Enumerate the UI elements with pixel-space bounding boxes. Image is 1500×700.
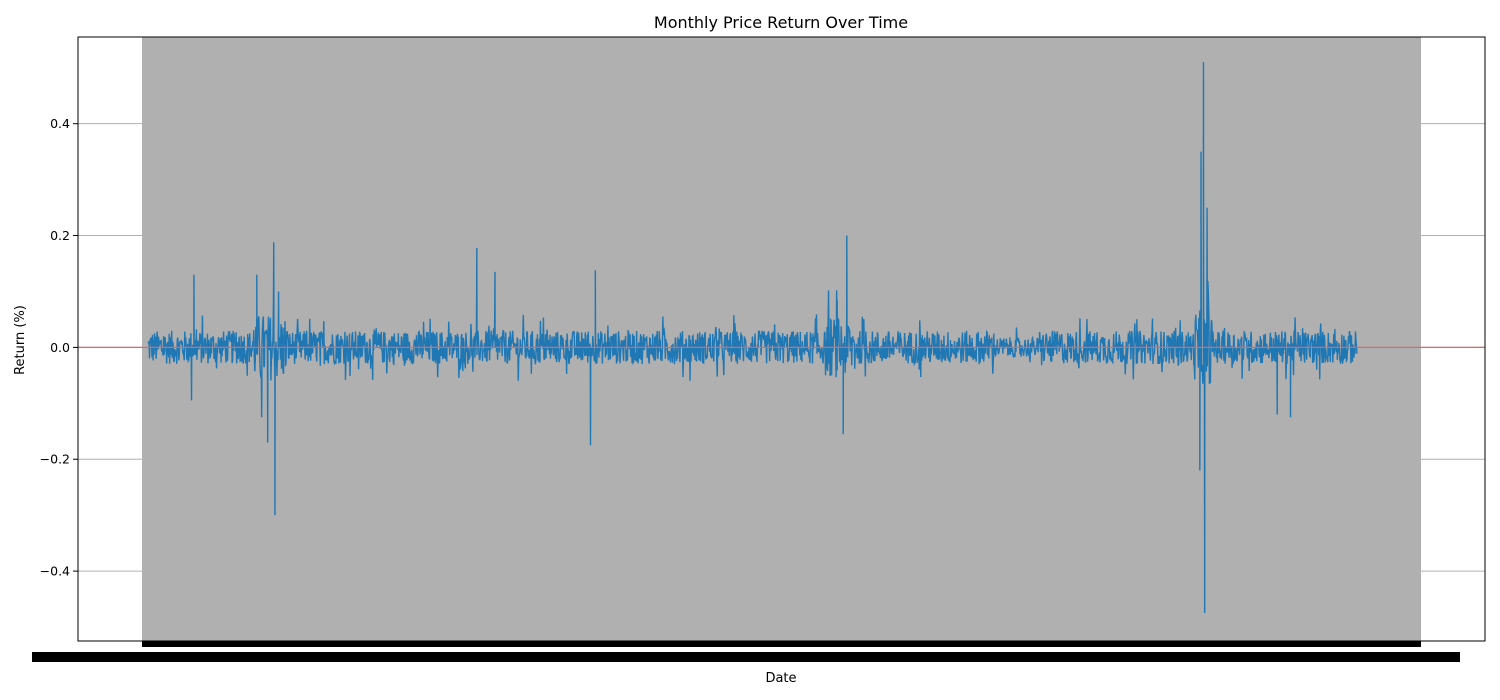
y-tick-label: −0.2 — [40, 452, 70, 467]
y-tick-label: −0.4 — [40, 564, 70, 579]
y-tick-label: 0.2 — [50, 228, 70, 243]
y-axis: −0.4 −0.2 0.0 0.2 0.4 — [40, 116, 78, 579]
x-tick-labels — [32, 652, 1460, 662]
y-axis-label: Return (%) — [13, 305, 28, 375]
plot-frame — [77, 36, 1486, 642]
x-tick-marks — [142, 641, 1421, 647]
y-tick-label: 0.0 — [50, 340, 70, 355]
y-tick-label: 0.4 — [50, 116, 70, 131]
chart-title: Monthly Price Return Over Time — [654, 13, 908, 32]
x-axis-label: Date — [765, 671, 796, 686]
